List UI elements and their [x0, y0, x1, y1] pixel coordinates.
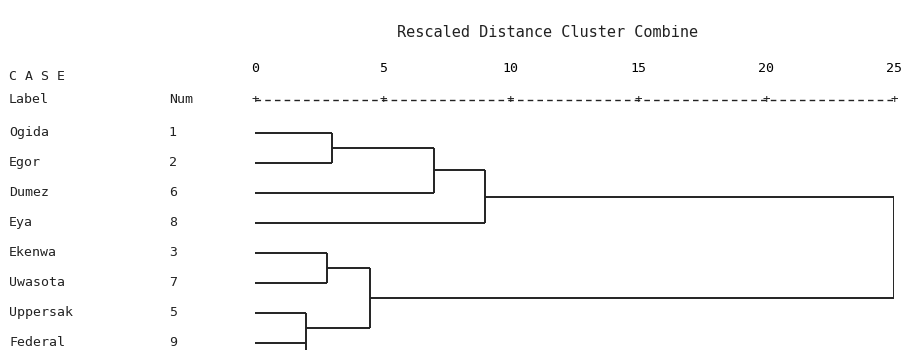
Text: Federal: Federal [9, 337, 65, 349]
Text: 3: 3 [169, 246, 177, 260]
Text: Label: Label [9, 93, 49, 106]
Text: +: + [379, 93, 386, 106]
Text: Dumez: Dumez [9, 187, 49, 199]
Text: C A S E: C A S E [9, 70, 65, 83]
Text: 8: 8 [169, 216, 177, 229]
Text: Egor: Egor [9, 156, 41, 169]
Text: Uppersak: Uppersak [9, 306, 73, 319]
Text: +: + [507, 93, 514, 106]
Text: +: + [762, 93, 769, 106]
Text: Ekenwa: Ekenwa [9, 246, 57, 260]
Text: Num: Num [169, 93, 192, 106]
Text: Rescaled Distance Cluster Combine: Rescaled Distance Cluster Combine [396, 25, 697, 40]
Text: 5: 5 [169, 306, 177, 319]
Text: 7: 7 [169, 276, 177, 289]
Text: 2: 2 [169, 156, 177, 169]
Text: Uwasota: Uwasota [9, 276, 65, 289]
Text: Eya: Eya [9, 216, 33, 229]
Text: 6: 6 [169, 187, 177, 199]
Text: 9: 9 [169, 337, 177, 349]
Text: +: + [889, 93, 896, 106]
Text: +: + [251, 93, 259, 106]
Text: Ogida: Ogida [9, 126, 49, 139]
Text: +: + [634, 93, 641, 106]
Text: 1: 1 [169, 126, 177, 139]
